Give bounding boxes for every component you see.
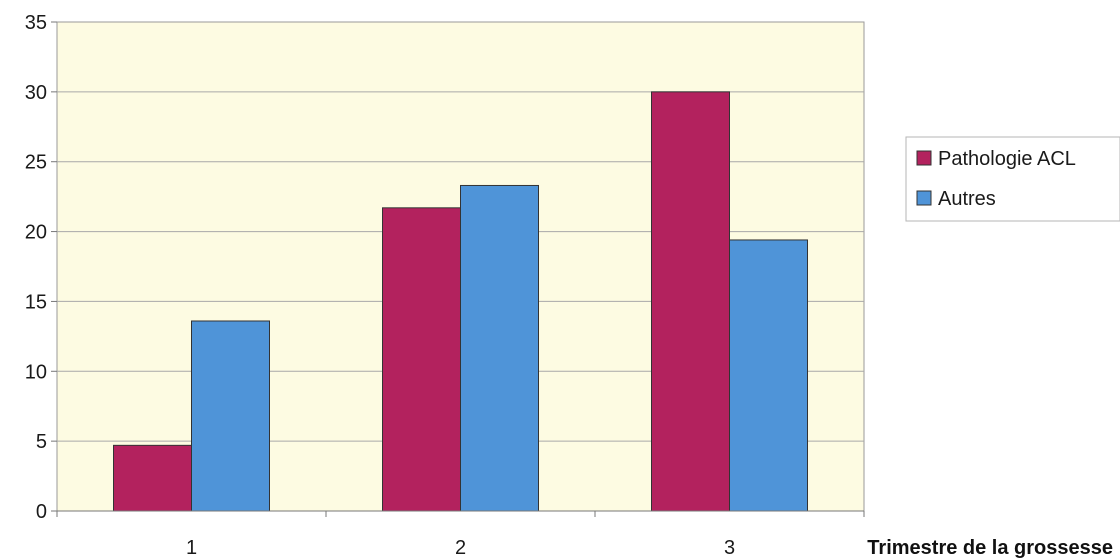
legend: Pathologie ACL Autres (905, 136, 1120, 222)
legend-swatch-series-1 (916, 150, 932, 166)
bar-series-2-cat-3 (729, 239, 808, 512)
legend-label-series-2: Autres (938, 188, 996, 210)
y-axis: 0 5 10 15 20 25 30 35 (25, 12, 57, 523)
y-tick-label: 20 (25, 222, 47, 244)
y-tick-label: 30 (25, 82, 47, 104)
y-tick-label: 10 (25, 361, 47, 383)
y-tick-label: 15 (25, 291, 47, 313)
legend-swatch-series-2 (916, 190, 932, 206)
y-tick-label: 35 (25, 12, 47, 34)
bar-series-2-cat-1 (191, 320, 270, 512)
legend-box (905, 136, 1120, 222)
bar-series-2-cat-2 (460, 184, 539, 512)
x-tick-label: 1 (186, 537, 197, 559)
x-axis-label: Trimestre de la grossesse (867, 537, 1113, 559)
x-tick-label: 3 (724, 537, 735, 559)
legend-label-series-1: Pathologie ACL (938, 148, 1076, 170)
y-tick-label: 25 (25, 152, 47, 174)
y-tick-label: 5 (36, 431, 47, 453)
x-tick-label: 2 (455, 537, 466, 559)
y-tick-label: 0 (36, 501, 47, 523)
bar-series-1-cat-1 (113, 444, 192, 512)
bar-series-1-cat-2 (382, 207, 461, 512)
bar-series-1-cat-3 (651, 91, 730, 512)
bars (113, 91, 808, 512)
x-axis: 1 2 3 (56, 510, 865, 559)
